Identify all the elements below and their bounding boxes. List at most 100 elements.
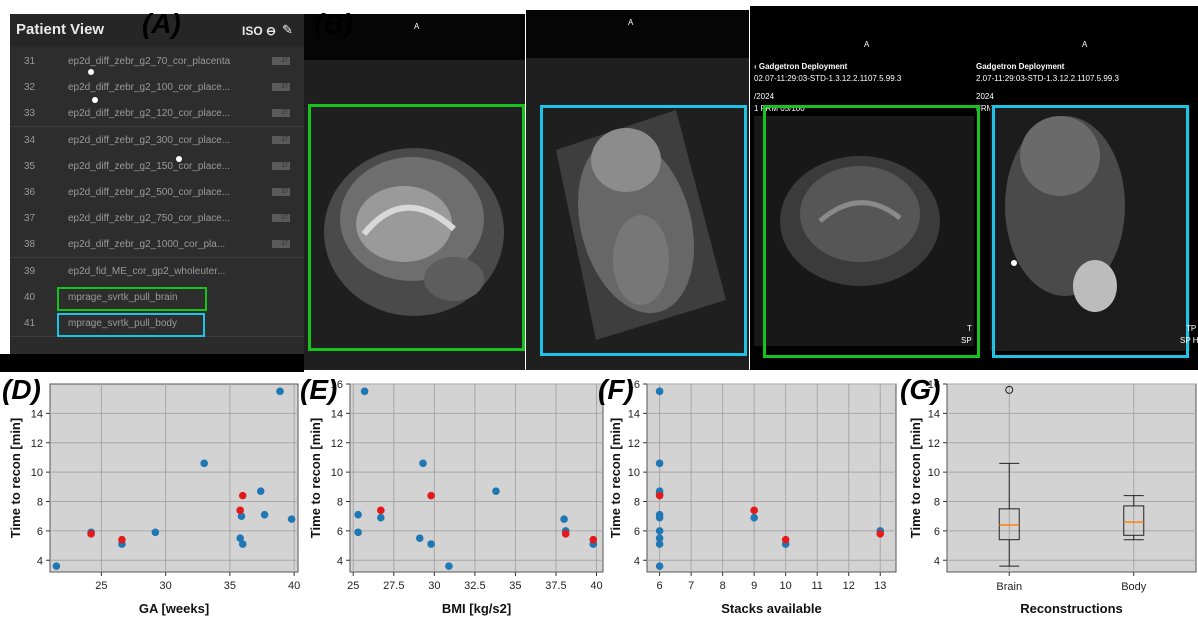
scanner-date-left: /2024 [754,92,775,101]
y-tick-label: 4 [37,555,43,567]
x-axis-label: BMI [kg/s2] [442,601,511,616]
iso-toggle[interactable]: ISO ⊖ [242,24,276,38]
series-number: 35 [24,160,36,172]
red-data-point [87,530,95,538]
iso-label: ISO [242,24,263,38]
blue-data-point [415,534,424,543]
body-roi-box [992,105,1189,358]
blue-data-point [750,513,758,522]
series-row[interactable]: 37 ep2d_diff_zebr_g2_750_cor_place... 27 [10,205,304,233]
y-tick-label: 6 [934,526,940,538]
blue-data-point [655,387,664,396]
y-tick-label: 8 [37,497,43,509]
y-tick-label: 12 [331,438,343,450]
blue-data-point [354,528,362,537]
x-tick-label: 11 [811,580,822,592]
blue-data-point [287,515,296,523]
body-roi-box [540,105,747,356]
x-axis-label: Stacks available [721,601,821,616]
series-count-badge: 27 [272,161,290,170]
cursor-dot [176,156,182,162]
y-axis-label: Time to recon [min] [608,418,623,538]
orientation-label: A [414,22,420,31]
scanner-date-right: 2024 [976,92,994,101]
y-tick-label: 10 [628,467,640,479]
y-tick-label: 16 [331,379,343,391]
body-image-viewport[interactable]: A [526,10,749,370]
y-tick-label: 16 [628,379,640,391]
series-row[interactable]: 32 ep2d_diff_zebr_g2_100_cor_place... 27 [10,74,304,102]
x-tick-label: 13 [874,580,886,592]
series-name: ep2d_diff_zebr_g2_500_cor_place... [68,187,231,198]
x-tick-label: 40 [288,580,300,592]
x-tick-label: 7 [688,580,694,592]
y-tick-label: 14 [628,408,640,420]
series-row[interactable]: 31 ep2d_diff_zebr_g2_70_cor_placenta 27 [10,48,304,75]
patient-view-header: Patient View ISO ⊖ ✎ [10,14,304,46]
series-name: ep2d_diff_zebr_g2_1000_cor_pla... [68,239,226,251]
scanner-image-viewport[interactable]: A A ‹ Gadgetron Deployment 02.07-11:29:0… [750,6,1198,370]
scanner-title-left: ‹ Gadgetron Deployment [754,62,848,71]
series-row[interactable]: 38 ep2d_diff_zebr_g2_1000_cor_pla... 27 [10,231,304,259]
box [1123,505,1145,536]
x-tick-label: 9 [751,580,757,592]
blue-data-point [655,513,664,522]
red-data-point [589,535,598,544]
plot-recon-box: 4 6 8 10 12 14 16 Brain Body Reconstructions Time … [908,379,1197,616]
series-count-badge: 27 [272,214,290,223]
x-tick-label: 8 [720,580,726,592]
series-number: 32 [24,82,36,94]
scanner-mri-images [754,106,1190,351]
panel-label-f: (F) [598,374,634,405]
y-axis-label: Time to recon [min] [308,418,323,538]
blue-data-point [655,459,664,468]
series-name: ep2d_diff_zebr_g2_120_cor_place... [68,108,231,120]
y-tick-label: 14 [928,408,940,420]
series-count-badge: 27 [272,109,290,118]
plot-area [349,383,604,573]
x-tick-label: 35 [509,580,521,592]
brain-roi-box [763,105,980,358]
blue-data-point [655,540,664,548]
x-tick-label: 37.5 [545,580,566,592]
y-tick-label: 8 [634,497,640,509]
blue-data-point [200,459,208,468]
series-number: 39 [24,265,36,277]
series-row[interactable]: 34 ep2d_diff_zebr_g2_300_cor_place... 27 [10,126,304,154]
y-tick-label: 6 [634,526,640,538]
pin-icon[interactable]: ✎ [282,22,293,37]
y-tick-label: 6 [37,526,43,538]
series-name: mprage_svrtk_pull_brain [68,291,178,303]
series-row[interactable]: 36 ep2d_diff_zebr_g2_500_cor_place... 27 [10,179,304,206]
series-row[interactable]: 39 ep2d_fid_ME_cor_gp2_wholeuter... [10,257,304,285]
plot-area [946,383,1197,573]
x-tick-label: 27.5 [383,580,404,592]
series-number: 36 [24,187,36,198]
series-name: ep2d_diff_zebr_g2_150_cor_place... [68,160,231,172]
y-tick-label: 10 [331,467,343,479]
x-tick-label: 30 [160,580,172,592]
series-row[interactable]: 33 ep2d_diff_zebr_g2_120_cor_place... 27 [10,100,304,128]
y-tick-label: 12 [928,438,940,450]
series-row[interactable]: 35 ep2d_diff_zebr_g2_150_cor_place... 27 [10,152,304,180]
series-name: ep2d_diff_zebr_g2_100_cor_place... [68,82,231,94]
y-tick-label: 8 [337,497,343,509]
x-tick-label: 35 [224,580,236,592]
plot-stacks: 4 6 8 10 12 14 16 6 7 8 9 10 11 12 13 Stacks available T… [608,379,897,616]
series-count-badge: 27 [272,57,290,65]
series-number: 34 [24,134,36,146]
series-number: 37 [24,213,36,225]
series-count-badge: 27 [272,135,290,144]
red-data-point [377,506,385,515]
edge-label: TP [1186,324,1197,333]
body-series-highlight [57,313,205,337]
red-data-point [781,535,790,544]
brain-image-viewport[interactable]: A [304,14,525,370]
blue-data-point [360,387,369,396]
blue-data-point [655,562,664,570]
blue-data-point [52,562,61,570]
red-data-point [876,530,885,538]
y-tick-label: 12 [31,438,43,450]
panel-label-a: (A) [142,8,181,39]
panel-label-g: (G) [900,374,941,405]
